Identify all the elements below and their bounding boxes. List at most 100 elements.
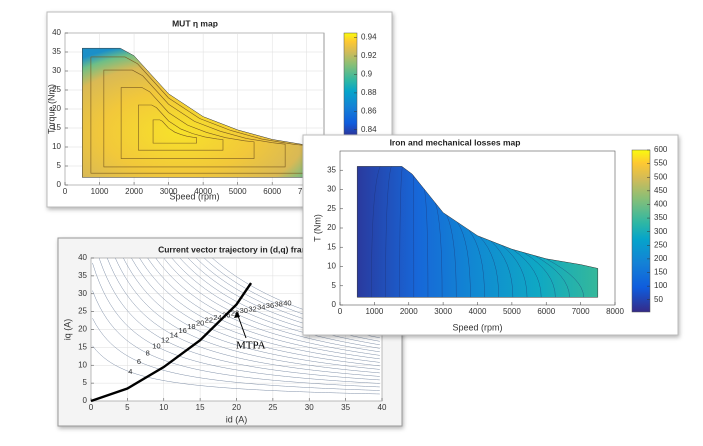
- x-tick-label: 6000: [537, 307, 555, 316]
- torque-contour-label: 38: [275, 300, 283, 309]
- torque-contour-label: 14: [170, 330, 178, 339]
- torque-contour: [155, 258, 380, 356]
- y-tick-label: 30: [78, 289, 87, 298]
- y-tick-label: 20: [52, 104, 61, 113]
- mtpa-line: [90, 282, 253, 403]
- y-axis-label: iq (A): [62, 319, 72, 341]
- y-tick-label: 30: [327, 185, 336, 194]
- x-tick-label: 4000: [194, 187, 212, 196]
- colorbar-tick-label: 550: [654, 159, 668, 168]
- y-tick-label: 5: [57, 161, 62, 170]
- x-tick-label: 35: [341, 403, 350, 412]
- colorbar-tick-label: 50: [654, 295, 663, 304]
- y-tick-label: 15: [327, 242, 336, 251]
- torque-contour: [92, 262, 380, 384]
- colorbar-tick-label: 500: [654, 172, 668, 181]
- colorbar: [631, 149, 651, 313]
- contour-line: [152, 119, 197, 144]
- colorbar-tick-label: 200: [654, 254, 668, 263]
- torque-contour: [92, 290, 380, 388]
- x-tick-label: 1000: [91, 187, 109, 196]
- x-tick-label: 7000: [572, 307, 590, 316]
- operating-region: [82, 47, 325, 178]
- annotation: MTPA: [236, 340, 266, 352]
- colorbar-tick-label: 300: [654, 227, 668, 236]
- colorbar-tick-label: 0.94: [361, 33, 377, 42]
- torque-contour-label: 12: [161, 335, 169, 344]
- torque-contour-label: 30: [240, 306, 248, 315]
- y-tick-label: 5: [332, 281, 337, 290]
- contour-line: [457, 222, 471, 298]
- x-tick-label: 25: [268, 403, 277, 412]
- colorbar-tick-label: 0.92: [361, 51, 377, 60]
- torque-contour-label: 40: [283, 298, 291, 307]
- x-axis-label: Speed (rpm): [169, 191, 219, 201]
- colorbar-tick-label: 250: [654, 240, 668, 249]
- torque-contour-label: 24: [213, 313, 221, 322]
- operating-region: [356, 166, 599, 298]
- y-tick-label: 25: [78, 307, 87, 316]
- colorbar-tick-label: 0.86: [361, 106, 377, 115]
- x-tick-label: 0: [89, 403, 94, 412]
- contour-line: [435, 202, 443, 298]
- colorbar: [343, 32, 358, 140]
- y-tick-label: 5: [83, 378, 88, 387]
- y-tick-label: 15: [52, 123, 61, 132]
- losses-panel: 0 1000 2000 3000 4000 5000 6000 7000 8000 0 5 10 15 2…: [302, 134, 679, 336]
- colorbar-tick-label: 0.88: [361, 88, 377, 97]
- x-tick-label: 4000: [469, 307, 487, 316]
- torque-contour: [139, 258, 380, 363]
- torque-contour: [115, 258, 380, 374]
- torque-contour-label: 20: [196, 319, 204, 328]
- x-axis-label: id (A): [226, 414, 248, 424]
- colorbar-tick-label: 150: [654, 268, 668, 277]
- y-tick-label: 35: [52, 47, 61, 56]
- x-tick-label: 1000: [365, 307, 383, 316]
- contour-line: [138, 104, 224, 151]
- torque-contour: [106, 258, 380, 377]
- contour-line: [120, 87, 255, 159]
- contour-line: [371, 166, 381, 298]
- contour-line: [424, 189, 429, 298]
- colorbar-tick-label: 0.9: [361, 70, 373, 79]
- chart-title: Iron and mechanical losses map: [390, 137, 521, 147]
- contour-line: [399, 166, 403, 298]
- x-tick-label: 3000: [434, 307, 452, 316]
- colorbar-tick-label: 350: [654, 213, 668, 222]
- x-tick-label: 2000: [400, 307, 418, 316]
- contour-line: [479, 236, 499, 298]
- torque-contour-label: 16: [178, 326, 186, 335]
- torque-contour-label: 28: [231, 308, 239, 317]
- y-tick-label: 0: [332, 300, 337, 309]
- x-tick-label: 10: [159, 403, 168, 412]
- x-tick-label: 6000: [263, 187, 281, 196]
- y-tick-label: 10: [52, 142, 61, 151]
- torque-contour: [98, 258, 380, 381]
- contour-line: [90, 56, 309, 174]
- y-tick-label: 15: [78, 342, 87, 351]
- torque-contour: [147, 258, 380, 360]
- y-tick-label: 0: [83, 396, 88, 405]
- colorbar-tick-label: 400: [654, 200, 668, 209]
- y-tick-label: 40: [78, 253, 87, 262]
- y-tick-label: 20: [327, 223, 336, 232]
- contour-line: [501, 244, 528, 298]
- torque-contour-label: 4: [128, 367, 132, 376]
- x-tick-label: 0: [338, 307, 343, 316]
- y-tick-label: 30: [52, 66, 61, 75]
- torque-contour-label: 34: [257, 303, 265, 312]
- y-axis-label: Torque (Nm): [46, 84, 56, 134]
- y-tick-label: 10: [327, 262, 336, 271]
- contour-line: [545, 258, 584, 298]
- torque-contour-label: 6: [137, 357, 141, 366]
- x-tick-label: 5000: [229, 187, 247, 196]
- torque-contour: [92, 345, 380, 395]
- contour-line: [523, 252, 556, 298]
- x-tick-label: 15: [196, 403, 205, 412]
- x-tick-label: 40: [378, 403, 387, 412]
- efficiency-panel: 0100020003000400050006000700005101520253…: [46, 11, 393, 208]
- y-tick-label: 10: [78, 360, 87, 369]
- contour-line: [446, 214, 457, 298]
- x-tick-label: 20: [232, 403, 241, 412]
